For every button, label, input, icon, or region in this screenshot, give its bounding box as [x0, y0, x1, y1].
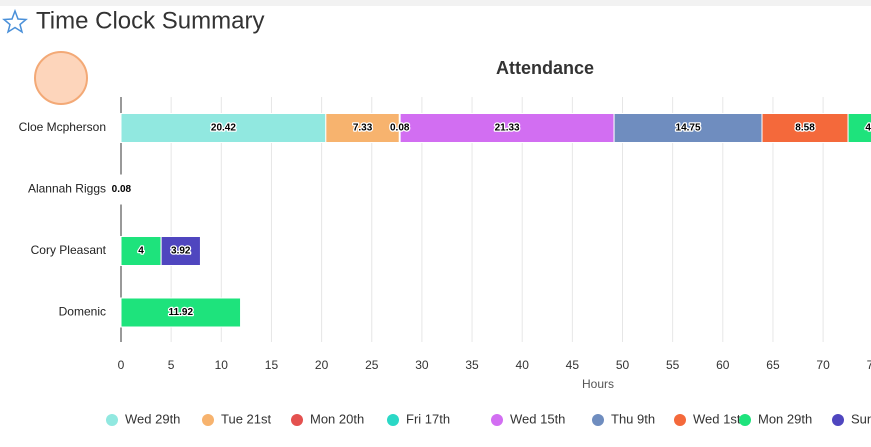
value-label: 4	[865, 123, 871, 134]
avatar	[34, 51, 88, 105]
legend-swatch	[202, 414, 214, 426]
legend-swatch	[106, 414, 118, 426]
value-label: 20.42	[211, 123, 236, 134]
bar-segment	[399, 113, 615, 143]
legend-label: Wed 1st	[693, 411, 741, 426]
legend-swatch	[832, 414, 844, 426]
category-label: Cloe Mcpherson	[19, 120, 106, 134]
x-tick-label: 20	[315, 358, 329, 372]
chart-title: Attendance	[496, 58, 594, 78]
x-tick-label: 70	[816, 358, 830, 372]
value-label: 0.08	[112, 184, 132, 195]
x-tick-label: 55	[666, 358, 680, 372]
legend-swatch	[739, 414, 751, 426]
page-title: Time Clock Summary	[36, 7, 264, 34]
bar-segment	[120, 236, 162, 266]
value-label: 3.92	[171, 246, 191, 257]
legend-label: Sun	[851, 411, 871, 426]
x-tick-label: 50	[616, 358, 630, 372]
legend-label: Wed 15th	[510, 411, 565, 426]
bar-segment	[761, 113, 849, 143]
x-tick-label: 65	[766, 358, 780, 372]
x-tick-label: 5	[168, 358, 175, 372]
legend-label: Mon 29th	[758, 411, 812, 426]
bar-segment	[613, 113, 763, 143]
x-tick-label: 35	[465, 358, 479, 372]
value-label: 8.58	[795, 123, 815, 134]
value-label: 21.33	[495, 123, 520, 134]
x-tick-label: 15	[265, 358, 279, 372]
bar-segment	[120, 113, 327, 143]
legend-label: Wed 29th	[125, 411, 180, 426]
x-tick-label: 75	[867, 358, 871, 372]
bar-segment	[325, 113, 400, 143]
legend-label: Fri 17th	[406, 411, 450, 426]
top-strip	[0, 0, 871, 6]
value-label: 11.92	[169, 307, 194, 318]
bar-segment	[847, 113, 871, 143]
x-tick-label: 45	[566, 358, 580, 372]
x-tick-label: 60	[716, 358, 730, 372]
value-label: 0.08	[390, 123, 410, 134]
category-label: Alannah Riggs	[28, 182, 106, 196]
legend-swatch	[491, 414, 503, 426]
x-tick-label: 30	[415, 358, 429, 372]
x-tick-label: 0	[118, 358, 125, 372]
x-tick-label: 40	[516, 358, 530, 372]
legend-swatch	[291, 414, 303, 426]
value-label: 14.75	[676, 123, 701, 134]
legend-label: Tue 21st	[221, 411, 271, 426]
legend-swatch	[387, 414, 399, 426]
legend-swatch	[674, 414, 686, 426]
legend-label: Thu 9th	[611, 411, 655, 426]
x-axis-label: Hours	[582, 377, 614, 391]
x-tick-label: 25	[365, 358, 379, 372]
category-label: Cory Pleasant	[31, 243, 107, 257]
category-label: Domenic	[59, 305, 106, 319]
value-label: 7.33	[353, 123, 373, 134]
value-label: 4	[138, 246, 144, 257]
star-icon[interactable]	[2, 8, 28, 34]
bar-segment	[160, 236, 201, 266]
legend-swatch	[592, 414, 604, 426]
legend-label: Mon 20th	[310, 411, 364, 426]
bar-segment	[120, 174, 123, 205]
bar-segment	[120, 297, 242, 328]
x-tick-label: 10	[215, 358, 229, 372]
